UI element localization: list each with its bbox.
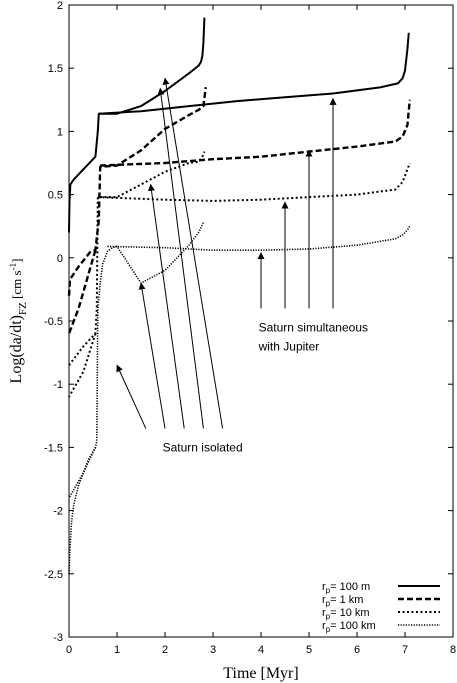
y-axis-label-exp: -1 xyxy=(8,263,18,271)
x-tick-label: 1 xyxy=(114,644,120,656)
y-tick-label: 1.5 xyxy=(48,63,63,75)
x-tick-label: 0 xyxy=(66,644,72,656)
y-axis-label-close: ] xyxy=(9,259,24,263)
legend-label: rp= 100 m xyxy=(322,581,370,595)
y-tick-label: 1 xyxy=(57,126,63,138)
x-tick-label: 7 xyxy=(402,644,408,656)
annotation-label-2: with Jupiter xyxy=(258,339,320,353)
ticks: 0 1 2 3 4 5 6 7 8 -3 -2.5 -2 -1.5 -1 -0.5 0 0.5 1 1.5 2 xyxy=(44,0,456,656)
series-line-dotted-isolated xyxy=(68,151,206,366)
annotation-arrow xyxy=(116,364,147,429)
x-tick-label: 8 xyxy=(450,644,456,656)
annotation-label: Saturn simultaneous xyxy=(259,320,368,334)
series-line-dashed-connector xyxy=(67,249,97,335)
legend-label: rp= 10 km xyxy=(322,607,370,621)
annotation-arrow xyxy=(162,77,224,429)
y-tick-label: -2.5 xyxy=(44,569,63,581)
series-line-dashed-simultaneous xyxy=(100,99,411,167)
legend-label: rp= 1 km xyxy=(322,594,363,608)
series-line-dotted-connector xyxy=(68,333,97,398)
y-tick-label: -3 xyxy=(53,632,63,644)
annotation-arrow xyxy=(138,282,166,429)
annotation-arrow xyxy=(147,183,185,429)
series-line-dotted-simultaneous xyxy=(97,162,411,202)
series-line-fine-dotted-isolated xyxy=(68,222,205,574)
y-tick-label: -1.5 xyxy=(44,442,63,454)
y-axis-label-main: Log(da/dt) xyxy=(8,315,25,383)
series-line-fine-dotted-simultaneous xyxy=(107,225,411,251)
y-tick-label: 0.5 xyxy=(48,190,63,202)
y-tick-label: 2 xyxy=(57,0,63,12)
y-tick-label: -1 xyxy=(53,379,63,391)
annotation-arrow xyxy=(157,87,204,429)
series-line-dashed-isolated xyxy=(67,87,207,296)
series-line-solid-simultaneous xyxy=(98,32,410,115)
x-tick-label: 3 xyxy=(210,644,216,656)
annotations: Saturn isolated Saturn simultaneous with J… xyxy=(116,77,368,454)
x-tick-label: 2 xyxy=(162,644,168,656)
series-line-solid-isolated xyxy=(68,17,206,233)
series xyxy=(67,17,411,574)
y-axis-label: Log(da/dt)FZ [cm s-1] xyxy=(8,259,29,384)
y-tick-label: -2 xyxy=(53,506,63,518)
x-axis-label: Time [Myr] xyxy=(223,665,298,682)
legend-label: rp= 100 km xyxy=(322,620,376,634)
series-line-fine-dotted-connector xyxy=(68,447,97,499)
x-tick-label: 4 xyxy=(258,644,264,656)
y-tick-label: -0.5 xyxy=(44,316,63,328)
annotation-label: Saturn isolated xyxy=(163,440,243,454)
x-tick-label: 5 xyxy=(306,644,312,656)
y-axis-label-unit: [cm s xyxy=(9,270,24,302)
x-tick-label: 6 xyxy=(354,644,360,656)
y-tick-label: 0 xyxy=(57,253,63,265)
y-axis-label-sub: FZ xyxy=(17,302,29,315)
